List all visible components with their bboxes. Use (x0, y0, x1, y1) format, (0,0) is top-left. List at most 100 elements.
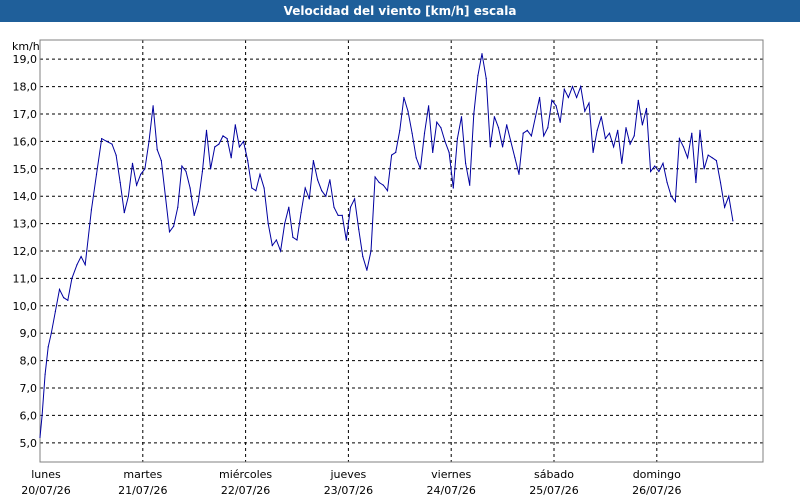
data-point (67, 299, 69, 301)
data-point (428, 105, 430, 107)
data-point (317, 179, 319, 181)
data-point (534, 116, 537, 118)
chart-title: Velocidad del viento [km/h] escala (283, 4, 517, 18)
data-point (370, 250, 372, 252)
data-point (226, 138, 228, 140)
data-point (456, 138, 458, 140)
data-point (419, 168, 421, 170)
x-tick-date-label: 26/07/26 (632, 484, 681, 497)
data-point (477, 75, 479, 77)
data-point (341, 214, 343, 216)
data-point (469, 184, 471, 186)
y-tick-label: 19,0 (13, 53, 38, 66)
data-point (140, 173, 142, 175)
data-point (604, 138, 607, 140)
data-point (185, 170, 187, 173)
data-point (263, 187, 265, 189)
data-point (210, 168, 212, 170)
data-point (506, 124, 508, 126)
data-point (148, 140, 150, 142)
y-tick-label: 5,0 (20, 437, 38, 450)
data-point (292, 236, 294, 238)
plot-area-border (39, 39, 764, 463)
data-point (214, 146, 216, 148)
data-point (136, 184, 138, 186)
data-point (156, 149, 158, 151)
data-point (580, 86, 582, 88)
wind-speed-chart: km/h 5,0 6,0 7,0 8,0 9,0 10,0 11,0 12,0 13,0 14,0… (0, 22, 800, 500)
data-point (366, 269, 368, 271)
y-tick-label: 13,0 (13, 218, 38, 231)
data-point (222, 135, 224, 137)
data-point (296, 239, 298, 241)
data-point (502, 146, 504, 148)
data-point (160, 160, 162, 162)
data-point (321, 190, 323, 192)
data-point (465, 162, 467, 164)
data-point (362, 255, 364, 258)
x-tick-day-label: viernes (431, 468, 471, 481)
data-point (329, 179, 331, 181)
y-tick-label: 18,0 (13, 81, 38, 94)
data-point (152, 105, 154, 107)
data-point (452, 187, 454, 189)
data-point (485, 77, 487, 79)
data-point (115, 154, 117, 156)
y-tick-label: 12,0 (13, 245, 38, 258)
data-point (600, 116, 602, 118)
data-point (588, 102, 590, 104)
data-point (670, 195, 672, 197)
data-point (444, 140, 446, 142)
data-point (633, 135, 635, 137)
data-point (592, 151, 594, 153)
data-point (621, 162, 623, 164)
data-point (374, 176, 376, 178)
data-point (238, 146, 240, 148)
data-point (481, 53, 483, 55)
x-tick-date-label: 22/07/26 (221, 484, 270, 497)
x-tick-day-label: jueves (329, 468, 366, 481)
data-point (251, 187, 253, 189)
x-tick-day-label: martes (123, 468, 162, 481)
data-point (637, 99, 639, 101)
data-point (127, 195, 129, 197)
data-point (275, 239, 277, 241)
data-point (732, 220, 734, 222)
data-point (177, 206, 179, 208)
data-point (123, 212, 125, 214)
data-point (111, 143, 113, 145)
data-point (576, 96, 578, 99)
data-point (489, 146, 491, 148)
data-point (399, 129, 401, 131)
data-point (337, 214, 339, 216)
data-point (411, 132, 413, 134)
data-point (386, 190, 389, 192)
data-point (596, 129, 598, 131)
data-point (432, 151, 434, 153)
chart-background (0, 22, 800, 500)
y-tick-label: 9,0 (20, 327, 38, 340)
data-point (497, 127, 500, 129)
data-point (658, 170, 660, 173)
data-point (308, 198, 310, 200)
data-point (641, 124, 644, 126)
data-point (703, 168, 705, 170)
data-point (674, 201, 676, 203)
data-point (90, 209, 92, 211)
data-point (382, 184, 384, 186)
data-point (551, 99, 553, 101)
data-point (584, 110, 586, 112)
data-point (493, 116, 495, 118)
data-point (555, 105, 557, 107)
data-point (197, 201, 199, 203)
x-tick-date-label: 20/07/26 (21, 484, 70, 497)
data-point (284, 223, 286, 225)
data-point (76, 264, 78, 266)
data-point (119, 181, 121, 184)
data-point (349, 206, 352, 208)
data-point (711, 157, 713, 159)
y-tick-label: 10,0 (13, 300, 38, 313)
data-point (625, 127, 627, 129)
data-point (95, 173, 98, 175)
data-point (567, 96, 570, 99)
